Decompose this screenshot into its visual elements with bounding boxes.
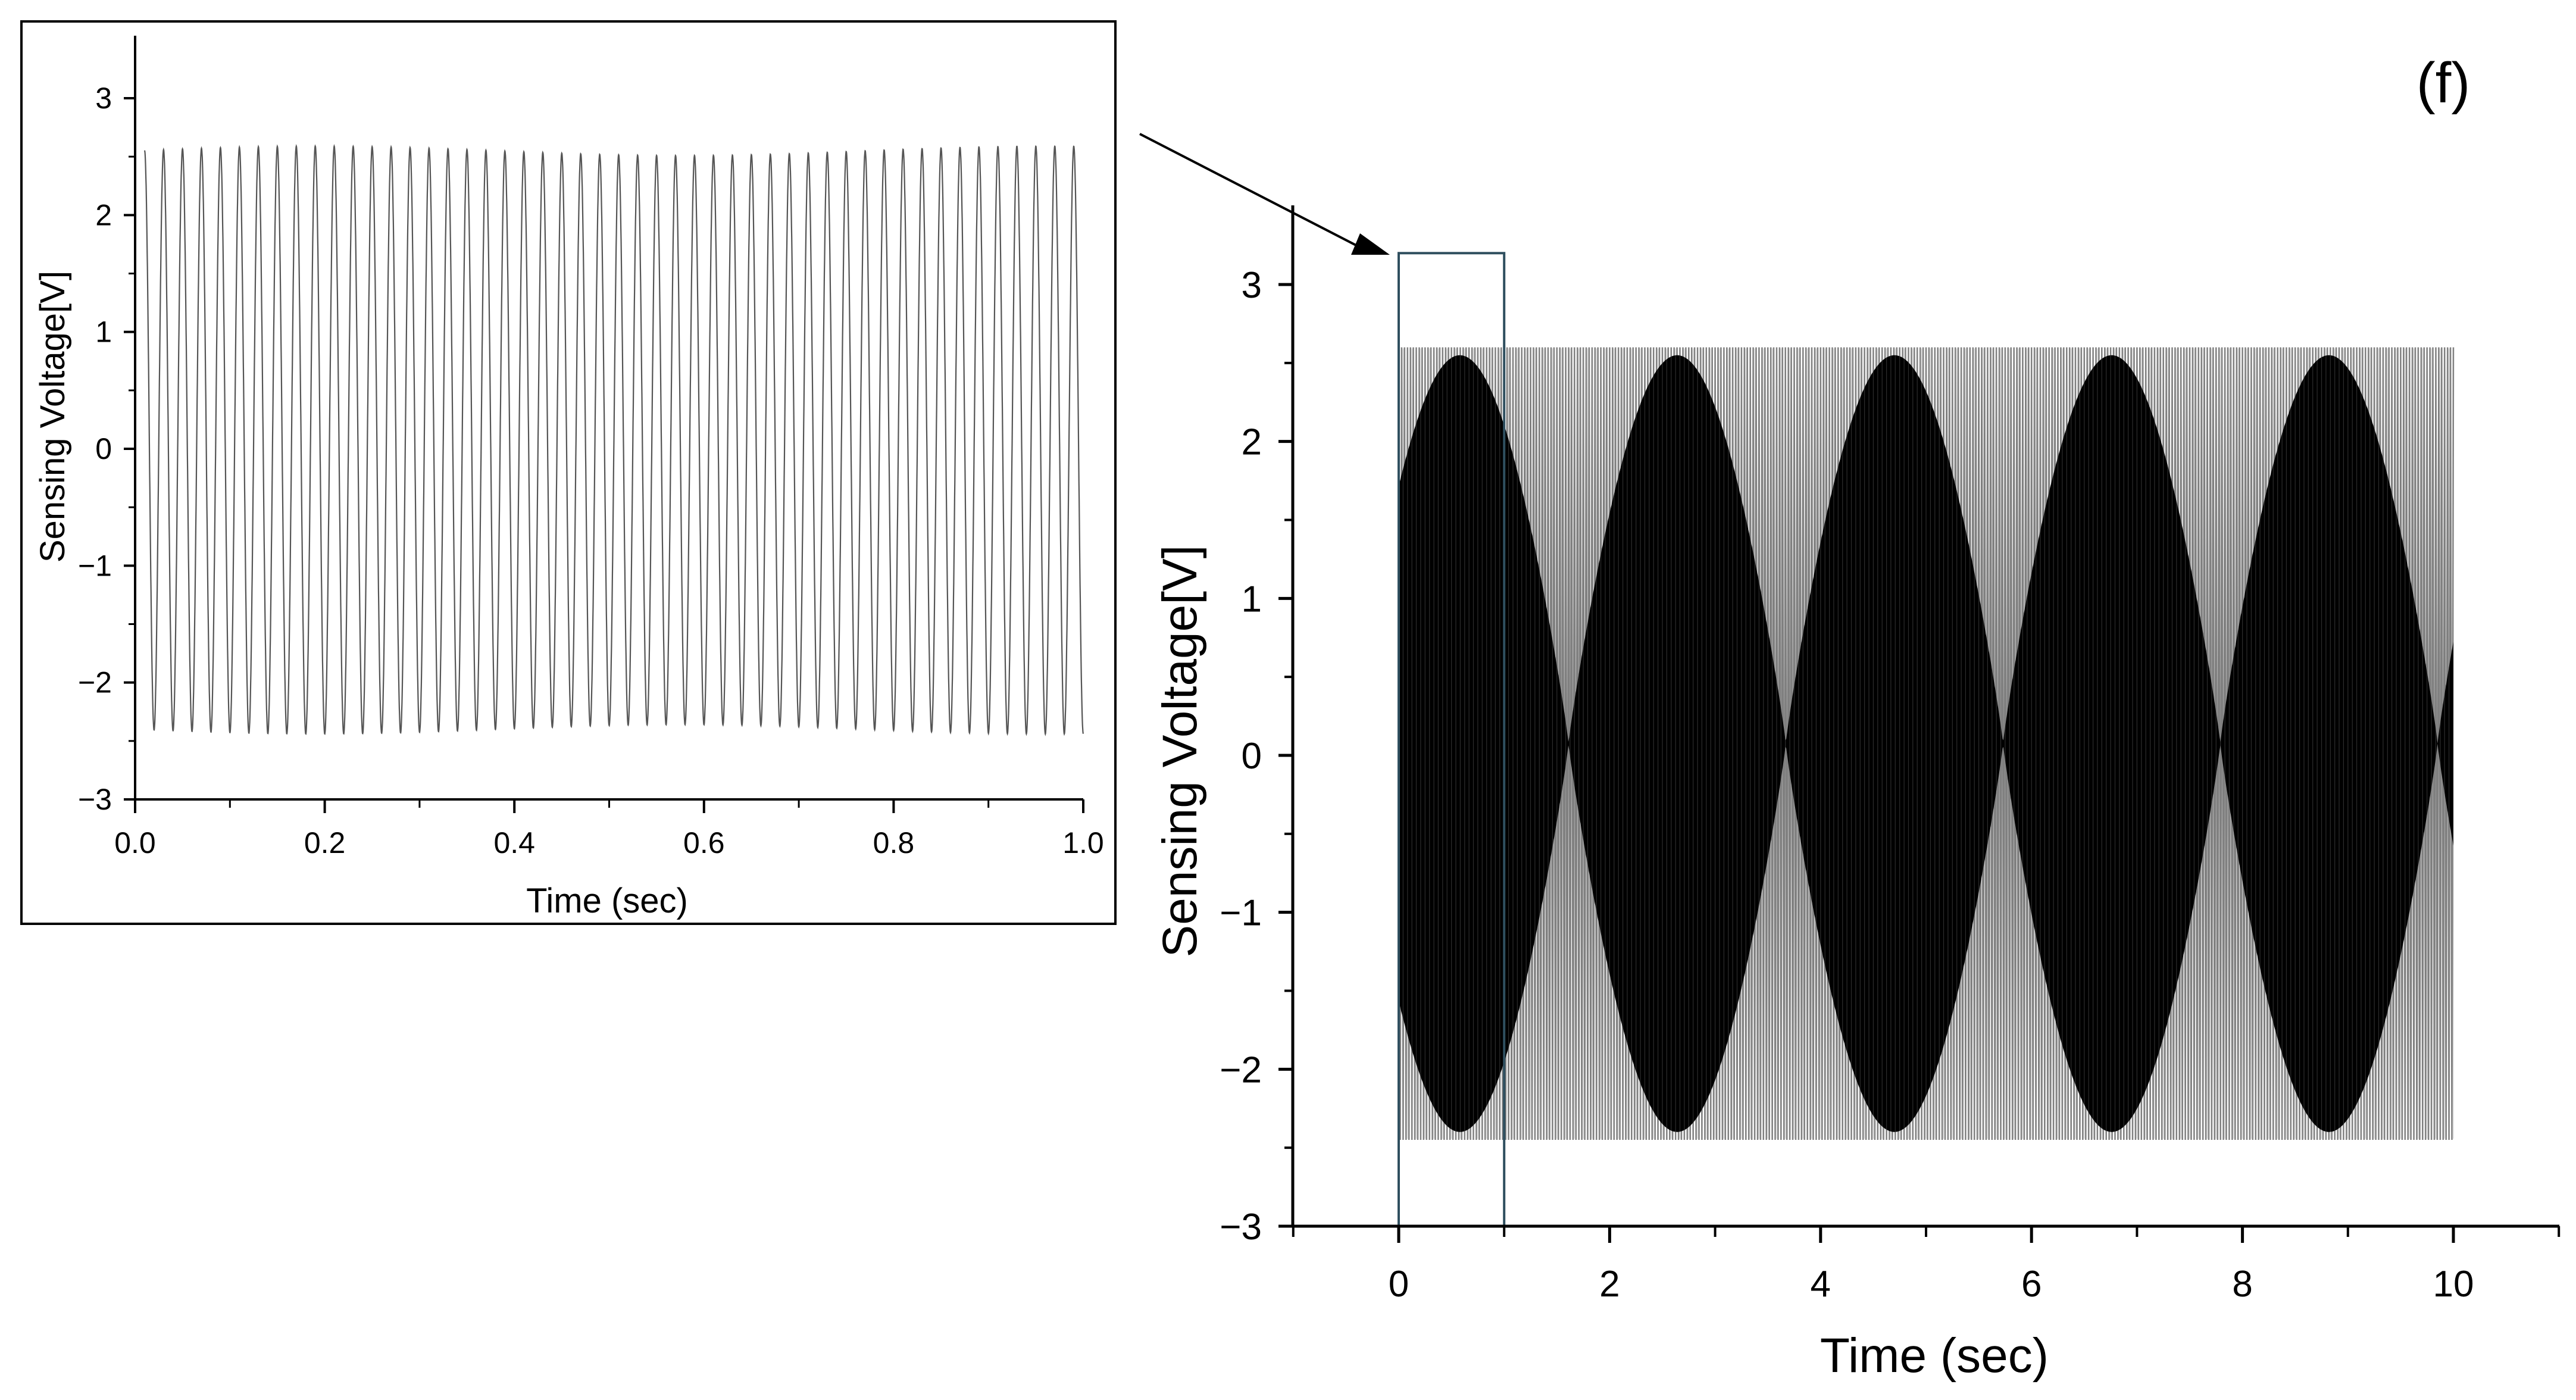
- main-y-tick-label: 2: [1242, 422, 1262, 463]
- main-y-ticks: −3 −2 −1 0 1 2 3: [1220, 265, 1293, 1248]
- inset-y-tick-label: 0: [95, 432, 112, 465]
- inset-y-tick-label: −3: [78, 783, 112, 816]
- inset-y-tick-label: 2: [95, 198, 112, 232]
- inset-x-tick-label: 1.0: [1062, 826, 1104, 860]
- main-x-tick-label: 8: [2232, 1264, 2252, 1305]
- main-y-tick-label: −2: [1220, 1049, 1262, 1090]
- inset-x-tick-label: 0.0: [114, 826, 156, 860]
- main-y-tick-label: −1: [1220, 893, 1262, 934]
- inset-y-tick-label: −1: [78, 549, 112, 582]
- inset-x-tick-label: 0.2: [304, 826, 346, 860]
- inset-y-axis-title: Sensing Voltage[V]: [33, 271, 72, 562]
- main-chart: −3 −2 −1 0 1 2 3 0 2 4 6 8 10 Time (sec) Sensing Vo…: [1153, 205, 2561, 1383]
- main-x-ticks: 0 2 4 6 8 10: [1292, 1226, 2561, 1305]
- main-x-tick-label: 6: [2021, 1264, 2042, 1305]
- panel-label: (f): [2416, 51, 2471, 115]
- inset-series-line: [143, 144, 1084, 736]
- main-x-tick-label: 2: [1599, 1264, 1620, 1305]
- inset-y-ticks: −3 −2 −1 0 1 2 3: [78, 82, 135, 816]
- inset-trace: [143, 144, 1084, 736]
- inset-y-tick-label: 3: [95, 82, 112, 115]
- inset-y-tick-label: 1: [95, 315, 112, 349]
- main-y-tick-label: 1: [1242, 579, 1262, 620]
- zoom-arrow-head: [1351, 233, 1390, 255]
- main-series-dark-envelope: [1399, 355, 2453, 1132]
- main-y-tick-label: 3: [1242, 265, 1262, 306]
- main-series-texture: [1398, 348, 2454, 1139]
- inset-x-tick-label: 0.8: [873, 826, 915, 860]
- main-x-axis-title: Time (sec): [1820, 1329, 2049, 1383]
- main-series-light-oscillation: [1398, 347, 2455, 1140]
- main-x-tick-label: 0: [1389, 1264, 1409, 1305]
- inset-y-tick-label: −2: [78, 666, 112, 699]
- main-y-axis-title: Sensing Voltage[V]: [1153, 545, 1207, 958]
- inset-frame: [20, 20, 1117, 925]
- inset-x-tick-label: 0.6: [683, 826, 725, 860]
- inset-chart: −3 −2 −1 0 1 2 3 0.0 0.2 0.4 0.6 0.8 1.0 Time (sec)…: [20, 20, 1117, 925]
- main-x-tick-label: 10: [2433, 1264, 2474, 1305]
- inset-x-tick-label: 0.4: [493, 826, 535, 860]
- main-y-tick-label: −3: [1220, 1207, 1262, 1248]
- main-y-tick-label: 0: [1242, 736, 1262, 777]
- main-x-tick-label: 4: [1811, 1264, 1831, 1305]
- inset-x-ticks: 0.0 0.2 0.4 0.6 0.8 1.0: [114, 799, 1104, 860]
- zoom-arrow: [1139, 133, 1364, 250]
- inset-x-axis-title: Time (sec): [526, 882, 688, 920]
- main-trace: [1398, 347, 2455, 1140]
